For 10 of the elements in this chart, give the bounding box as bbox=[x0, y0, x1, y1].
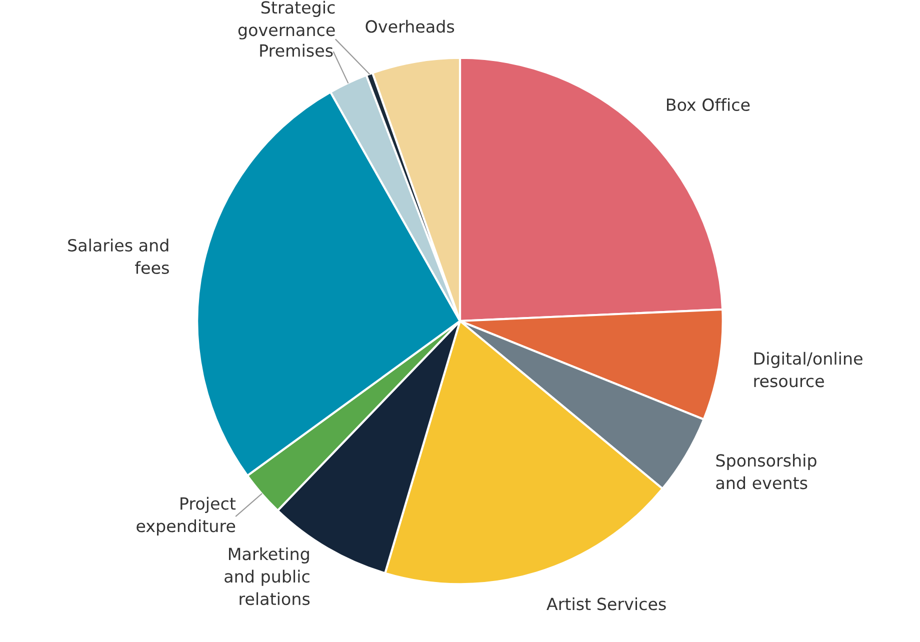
slice-label: Marketing and public relations bbox=[224, 547, 310, 606]
slice-label: Sponsorship and events bbox=[716, 454, 816, 490]
slice-label: Box Office bbox=[666, 98, 750, 112]
slice-label: Strategic governance bbox=[238, 0, 335, 40]
slice-label: Premises bbox=[260, 44, 333, 57]
slice-label: Overheads bbox=[366, 20, 454, 33]
slice-label: Project expenditure bbox=[136, 496, 236, 536]
slice-label: Artist Services bbox=[546, 597, 666, 610]
slice-label: Digital/online resource bbox=[754, 352, 862, 388]
slice-label: Salaries and fees bbox=[68, 238, 169, 274]
